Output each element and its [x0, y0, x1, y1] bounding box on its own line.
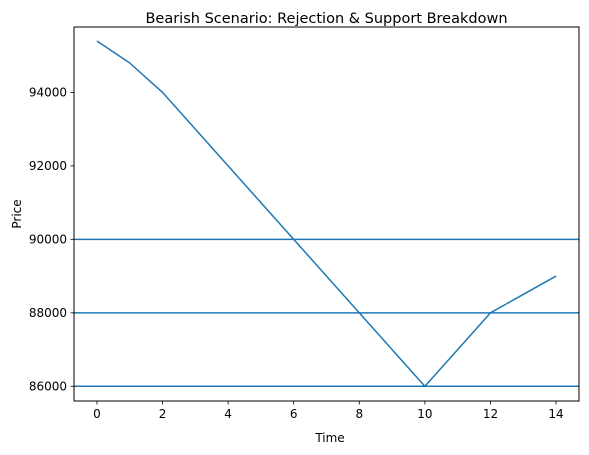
series-line	[96, 40, 557, 388]
y-tick-label: 92000	[29, 159, 67, 173]
x-axis: 0 2 4 6 8 10 12 14	[93, 401, 564, 421]
y-axis: 86000 88000 90000 92000 94000	[29, 85, 74, 393]
y-tick-label: 88000	[29, 306, 67, 320]
x-tick-label: 12	[483, 407, 498, 421]
y-tick-label: 86000	[29, 379, 67, 393]
y-tick-label: 90000	[29, 232, 67, 246]
plot-frame	[73, 26, 580, 402]
x-tick-label: 6	[290, 407, 298, 421]
y-tick-label: 94000	[29, 85, 67, 99]
x-axis-label: Time	[314, 431, 344, 445]
y-axis-label: Price	[10, 199, 24, 228]
series-group	[96, 40, 557, 388]
x-tick-label: 14	[548, 407, 563, 421]
reference-lines	[74, 238, 579, 388]
x-tick-label: 0	[93, 407, 101, 421]
x-tick-label: 10	[417, 407, 432, 421]
x-tick-label: 2	[159, 407, 167, 421]
chart-title: Bearish Scenario: Rejection & Support Br…	[145, 11, 507, 27]
x-tick-label: 8	[355, 407, 363, 421]
x-tick-label: 4	[224, 407, 232, 421]
